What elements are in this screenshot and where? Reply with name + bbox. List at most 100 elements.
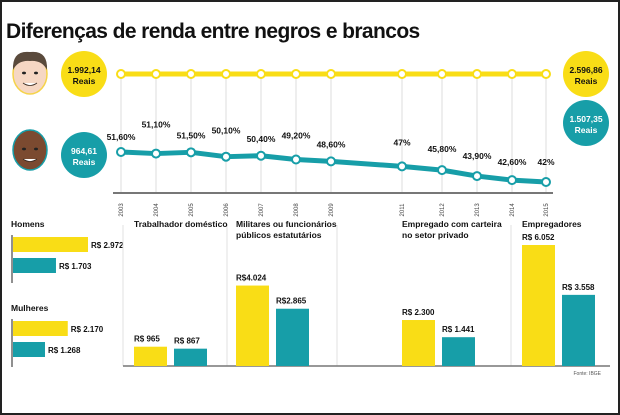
x-tick-label: 2003 bbox=[119, 203, 125, 217]
x-tick-label: 2006 bbox=[224, 203, 230, 217]
bar-brancos bbox=[402, 320, 435, 366]
data-point-brancos bbox=[291, 69, 301, 79]
x-tick-label: 2008 bbox=[294, 203, 300, 217]
bubble-brancos-end-value: 2.596,86 bbox=[569, 65, 602, 75]
x-tick-label: 2013 bbox=[475, 203, 481, 217]
bar-negros bbox=[13, 258, 56, 273]
bar-negros bbox=[13, 342, 45, 357]
data-point-brancos bbox=[151, 69, 161, 79]
data-label-negros: 51,50% bbox=[177, 130, 206, 140]
data-point-negros bbox=[472, 171, 482, 182]
bar-brancos bbox=[13, 321, 68, 336]
category-label: no setor privado bbox=[402, 230, 469, 240]
data-point-negros bbox=[116, 147, 126, 157]
category-label: Empregado com carteira bbox=[402, 219, 502, 229]
data-label-negros: 42% bbox=[537, 157, 554, 167]
x-tick-label: 2009 bbox=[329, 203, 335, 217]
data-point-brancos bbox=[397, 69, 407, 79]
data-point-brancos bbox=[326, 69, 336, 79]
x-tick-label: 2015 bbox=[544, 203, 550, 217]
data-label-negros: 51,10% bbox=[142, 120, 171, 130]
bubble-brancos-end-unit: Reais bbox=[575, 76, 598, 86]
bar-brancos bbox=[236, 285, 269, 366]
bubble-negros-end-unit: Reais bbox=[575, 125, 598, 135]
data-point-negros bbox=[256, 150, 266, 161]
bar-brancos bbox=[134, 346, 167, 366]
bubble-negros-start-value: 964,61 bbox=[71, 146, 97, 156]
data-point-negros bbox=[291, 154, 301, 165]
data-label-negros: 42,60% bbox=[498, 157, 527, 167]
data-point-negros bbox=[397, 161, 407, 172]
bar-value-label: R$ 6.052 bbox=[522, 233, 555, 242]
data-point-brancos bbox=[507, 69, 517, 79]
x-tick-label: 2005 bbox=[189, 203, 195, 217]
data-point-brancos bbox=[186, 69, 196, 79]
bar-value-label: R$ 3.558 bbox=[562, 283, 595, 292]
x-tick-label: 2011 bbox=[400, 203, 406, 217]
data-point-negros bbox=[186, 147, 196, 158]
face-brancos-icon-hair bbox=[12, 51, 48, 70]
data-point-brancos bbox=[541, 69, 551, 79]
data-point-brancos bbox=[221, 69, 231, 79]
page-title: Diferenças de renda entre negros e branc… bbox=[6, 20, 420, 43]
bubble-negros-end-value: 1.507,35 bbox=[569, 114, 602, 124]
bar-value-label: R$ 2.300 bbox=[402, 308, 435, 317]
face-brancos-icon-eye bbox=[34, 71, 38, 75]
face-brancos-icon-mouth bbox=[22, 82, 38, 86]
bubble-brancos-start-unit: Reais bbox=[73, 76, 96, 86]
bubble-brancos-start bbox=[61, 51, 107, 97]
data-label-negros: 49,20% bbox=[282, 131, 311, 141]
data-label-negros: 43,90% bbox=[463, 151, 492, 161]
data-point-negros bbox=[507, 175, 517, 186]
bubble-brancos-start-value: 1.992,14 bbox=[67, 65, 100, 75]
bar-value-label: R$ 2.170 bbox=[71, 325, 104, 334]
bar-negros bbox=[174, 348, 207, 366]
face-negros-icon bbox=[12, 129, 48, 171]
category-label: Empregadores bbox=[522, 219, 582, 229]
face-brancos-icon-eye bbox=[22, 71, 26, 75]
face-negros-icon-mouth bbox=[22, 158, 38, 162]
face-negros-icon-eye bbox=[22, 147, 26, 151]
bubble-negros-end bbox=[563, 100, 609, 146]
bar-value-label: R$ 2.972 bbox=[91, 241, 124, 250]
data-label-negros: 51,60% bbox=[107, 132, 136, 142]
x-tick-label: 2014 bbox=[510, 203, 516, 217]
category-label-mulheres: Mulheres bbox=[11, 303, 49, 313]
bar-negros bbox=[276, 308, 309, 366]
data-point-negros bbox=[437, 165, 447, 176]
data-point-brancos bbox=[116, 69, 126, 79]
bar-value-label: R$ 1.703 bbox=[59, 262, 92, 271]
bar-brancos bbox=[13, 237, 88, 252]
data-label-negros: 48,60% bbox=[317, 139, 346, 149]
bar-negros bbox=[442, 337, 475, 366]
data-label-negros: 47% bbox=[393, 137, 410, 147]
category-label-homens: Homens bbox=[11, 219, 45, 229]
bubble-brancos-end bbox=[563, 51, 609, 97]
data-point-brancos bbox=[256, 69, 266, 79]
bar-value-label: R$2.865 bbox=[276, 297, 307, 306]
bar-brancos bbox=[522, 245, 555, 366]
series-line-negros bbox=[120, 149, 547, 185]
x-tick-label: 2012 bbox=[440, 203, 446, 217]
data-label-negros: 45,80% bbox=[428, 144, 457, 154]
data-label-negros: 50,10% bbox=[212, 126, 241, 136]
bubble-negros-start bbox=[61, 132, 107, 178]
face-negros-icon-eye bbox=[34, 147, 38, 151]
bar-negros bbox=[562, 294, 595, 366]
data-label-negros: 50,40% bbox=[247, 134, 276, 144]
data-point-negros bbox=[326, 156, 336, 167]
data-point-negros bbox=[151, 148, 161, 159]
category-label: Militares ou funcionários bbox=[236, 219, 337, 229]
data-point-negros bbox=[221, 151, 231, 162]
x-tick-label: 2007 bbox=[259, 203, 265, 217]
bar-value-label: R$ 1.268 bbox=[48, 346, 81, 355]
bar-value-label: R$ 867 bbox=[174, 337, 200, 346]
bubble-negros-start-unit: Reais bbox=[73, 157, 96, 167]
data-point-brancos bbox=[472, 69, 482, 79]
bar-value-label: R$ 965 bbox=[134, 335, 160, 344]
category-label: públicos estatutários bbox=[236, 230, 322, 240]
source-note: Fonte: IBGE bbox=[573, 371, 601, 377]
category-label: Trabalhador doméstico bbox=[134, 219, 228, 229]
